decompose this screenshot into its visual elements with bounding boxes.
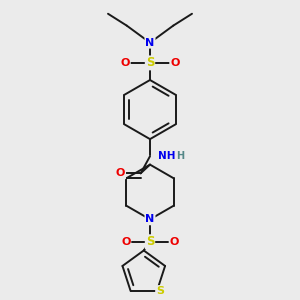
- Text: O: O: [121, 237, 130, 247]
- Text: H: H: [176, 151, 184, 161]
- Text: O: O: [116, 168, 125, 178]
- Text: S: S: [146, 235, 154, 248]
- Text: O: O: [120, 58, 130, 68]
- Text: S: S: [156, 286, 164, 296]
- Text: O: O: [169, 237, 179, 247]
- Text: S: S: [146, 56, 154, 69]
- Text: N: N: [146, 214, 154, 224]
- Text: N: N: [146, 38, 154, 48]
- Text: O: O: [170, 58, 180, 68]
- Text: NH: NH: [158, 151, 175, 161]
